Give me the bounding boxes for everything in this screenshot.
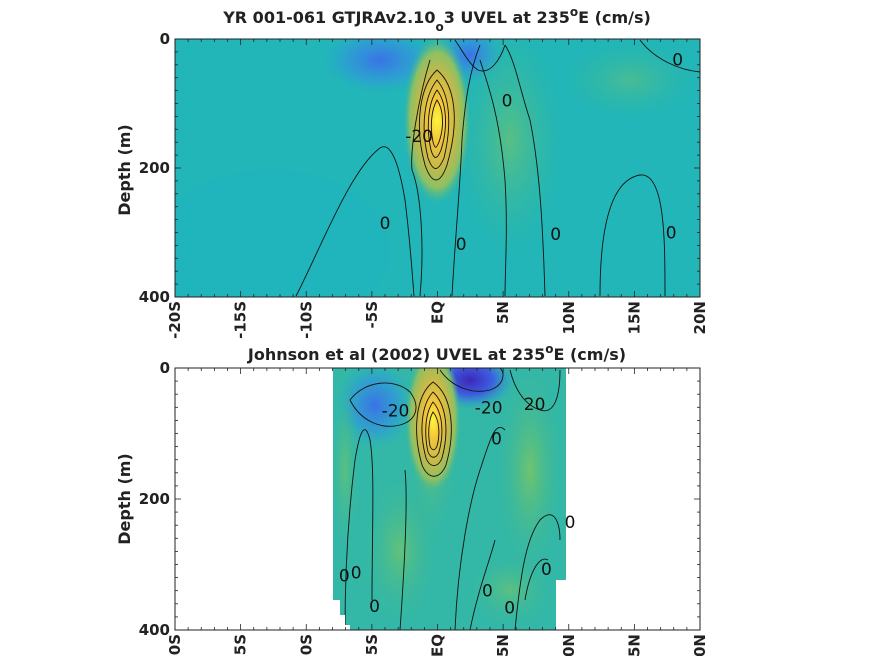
top-x-tick-label: 20N — [691, 301, 709, 334]
bottom-contour-label: 0 — [339, 567, 350, 587]
top-axis-ticks: -20S -15S -10S -5S EQ 5N 10N 15N 20N 0 200 400 — [139, 30, 709, 339]
top-x-tick-label: 10N — [560, 301, 578, 334]
top-heatmap-field — [175, 39, 700, 297]
top-y-tick-label: 200 — [139, 159, 170, 177]
bottom-contour-label: 0 — [565, 513, 576, 533]
bottom-x-tick-label: -20S — [166, 634, 184, 656]
bottom-chart-title: Johnson et al (2002) UVEL at 235oE (cm/s… — [247, 342, 626, 364]
bottom-x-tick-label: -15S — [232, 634, 250, 656]
bottom-y-tick-label: 0 — [160, 359, 170, 377]
bottom-missing-data — [556, 580, 566, 630]
bottom-contour-label: -20 — [382, 402, 410, 422]
bottom-x-tick-label: 15N — [625, 634, 643, 656]
top-contours — [295, 39, 701, 297]
bottom-x-tick-label: -5S — [363, 634, 381, 656]
bottom-contour-label: 0 — [504, 599, 515, 619]
bottom-contour-label: 0 — [541, 560, 552, 580]
bottom-contour-label: 0 — [491, 430, 502, 450]
bottom-contour-label: 0 — [482, 582, 493, 602]
top-contour-label: 0 — [456, 235, 467, 255]
top-x-tick-label: -10S — [297, 301, 315, 339]
top-contour-label: 0 — [550, 225, 561, 245]
top-x-tick-label: 5N — [494, 301, 512, 324]
top-contour-label: 0 — [380, 214, 391, 234]
top-y-tick-label: 400 — [139, 288, 170, 306]
bottom-ylabel: Depth (m) — [115, 453, 134, 545]
top-chart: YR 001-061 GTJRAv2.10o3 UVEL at 235oE (c… — [115, 5, 709, 339]
bottom-contour-label: 0 — [369, 597, 380, 617]
bottom-x-tick-label: -10S — [297, 634, 315, 656]
bottom-heatmap-field — [333, 368, 566, 630]
top-x-tick-label: EQ — [429, 301, 447, 324]
bottom-y-tick-label: 400 — [139, 621, 170, 639]
top-x-tick-label: -5S — [363, 301, 381, 328]
top-chart-title: YR 001-061 GTJRAv2.10o3 UVEL at 235oE (c… — [222, 5, 651, 34]
top-x-tick-label: 15N — [625, 301, 643, 334]
top-ylabel: Depth (m) — [115, 124, 134, 216]
top-x-tick-label: -20S — [166, 301, 184, 339]
bottom-chart: Johnson et al (2002) UVEL at 235oE (cm/s… — [115, 342, 709, 656]
bottom-y-tick-label: 200 — [139, 490, 170, 508]
top-contour-label: -20 — [405, 127, 433, 147]
top-contour-label: 0 — [502, 91, 513, 111]
bottom-x-tick-label: 10N — [560, 634, 578, 656]
bottom-x-tick-label: EQ — [429, 634, 447, 656]
bottom-missing-data — [333, 600, 350, 630]
bottom-x-tick-label: 5N — [494, 634, 512, 656]
bottom-contour-label: 20 — [524, 395, 546, 415]
top-contour-label: 0 — [672, 51, 683, 71]
top-y-tick-label: 0 — [160, 30, 170, 48]
bottom-x-tick-label: 20N — [691, 634, 709, 656]
top-x-tick-label: -15S — [232, 301, 250, 339]
bottom-contours — [344, 368, 561, 630]
bottom-contour-label: 0 — [351, 563, 362, 583]
top-contour-labels: 0 0 0 0 0 0 -20 — [380, 51, 684, 255]
top-contour-label: 0 — [666, 224, 677, 244]
bottom-contour-label: -20 — [475, 398, 503, 418]
